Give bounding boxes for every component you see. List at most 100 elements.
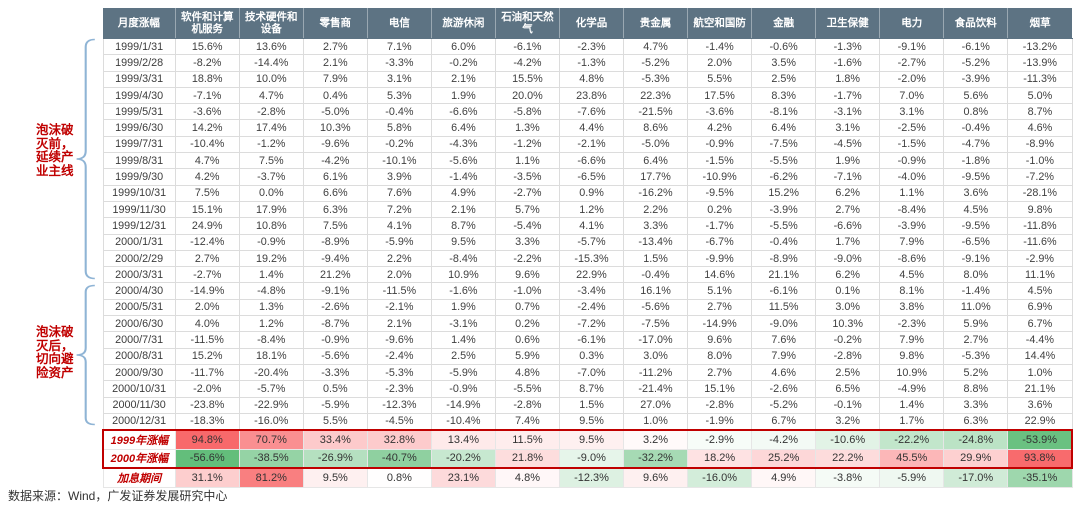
date-cell: 1999/4/30: [102, 86, 176, 105]
value-cell: 0.4%: [302, 86, 368, 105]
value-cell: 94.8%: [174, 429, 240, 450]
table-row: 2000/8/31 15.2% 18.1% -5.6% -2.4% 2.5% 5.9% 0.3…: [102, 347, 1073, 365]
column-header: 电信: [367, 8, 432, 39]
value-cell: 1.4%: [879, 396, 945, 414]
value-cell: 10.9%: [879, 363, 945, 382]
value-cell: 5.8%: [366, 119, 432, 137]
value-cell: -0.9%: [687, 135, 753, 154]
summary-label-cell: 1999年涨幅: [102, 429, 176, 450]
value-cell: -9.0%: [751, 315, 817, 333]
value-cell: 8.0%: [687, 347, 753, 365]
value-cell: -14.9%: [174, 282, 240, 300]
value-cell: 4.7%: [623, 37, 689, 56]
value-cell: -12.3%: [366, 396, 432, 414]
value-cell: -4.2%: [494, 54, 560, 72]
value-cell: -8.9%: [751, 249, 817, 268]
value-cell: -9.0%: [815, 249, 881, 268]
value-cell: -8.2%: [174, 54, 240, 72]
value-cell: -9.5%: [943, 168, 1009, 186]
value-cell: 18.8%: [174, 70, 240, 88]
value-cell: -3.9%: [879, 217, 945, 235]
value-cell: 15.2%: [751, 184, 817, 202]
value-cell: 5.6%: [943, 86, 1009, 105]
value-cell: 17.5%: [687, 86, 753, 105]
value-cell: -6.1%: [751, 282, 817, 300]
value-cell: 6.1%: [302, 168, 368, 186]
value-cell: 13.4%: [430, 429, 496, 450]
value-cell: 10.3%: [302, 119, 368, 137]
value-cell: -10.1%: [366, 152, 432, 170]
value-cell: 21.2%: [302, 266, 368, 284]
value-cell: 32.8%: [366, 429, 432, 450]
value-cell: 2.5%: [815, 363, 881, 382]
value-cell: -6.1%: [494, 37, 560, 56]
value-cell: 3.9%: [366, 168, 432, 186]
value-cell: -0.2%: [430, 54, 496, 72]
column-header: 软件和计算机服务: [175, 8, 240, 39]
value-cell: 6.4%: [751, 119, 817, 137]
date-cell: 2000/1/31: [102, 233, 176, 251]
column-header: 技术硬件和设备: [239, 8, 304, 39]
value-cell: -21.5%: [623, 103, 689, 121]
value-cell: 21.1%: [1007, 380, 1073, 398]
value-cell: 14.4%: [1007, 347, 1073, 365]
value-cell: -5.9%: [366, 233, 432, 251]
value-cell: -11.7%: [174, 363, 240, 382]
value-cell: 15.2%: [174, 347, 240, 365]
value-cell: 31.1%: [174, 467, 240, 488]
value-cell: 1.3%: [494, 119, 560, 137]
value-cell: 0.2%: [687, 200, 753, 219]
value-cell: -12.3%: [558, 467, 625, 488]
value-cell: 7.6%: [751, 331, 817, 349]
table-row: 1999/3/31 18.8% 10.0% 7.9% 3.1% 2.1% 15.5% 4.8%…: [102, 70, 1073, 88]
value-cell: 45.5%: [879, 448, 945, 469]
value-cell: 9.5%: [302, 467, 368, 488]
value-cell: -26.9%: [302, 448, 368, 469]
value-cell: 6.6%: [302, 184, 368, 202]
column-header: 电力: [879, 8, 945, 39]
value-cell: -3.7%: [238, 168, 304, 186]
date-cell: 2000/11/30: [102, 396, 176, 414]
value-cell: 5.2%: [943, 363, 1009, 382]
value-cell: -2.3%: [879, 315, 945, 333]
value-cell: 3.1%: [879, 103, 945, 121]
value-cell: 15.5%: [494, 70, 560, 88]
date-cell: 2000/3/31: [102, 266, 176, 284]
value-cell: -0.4%: [623, 266, 689, 284]
value-cell: 24.9%: [174, 217, 240, 235]
value-cell: -7.6%: [558, 103, 625, 121]
value-cell: -1.5%: [879, 135, 945, 154]
date-cell: 1999/3/31: [102, 70, 176, 88]
value-cell: 1.0%: [623, 412, 689, 431]
value-cell: -9.5%: [687, 184, 753, 202]
value-cell: 7.5%: [238, 152, 304, 170]
value-cell: -1.6%: [430, 282, 496, 300]
value-cell: -9.5%: [943, 217, 1009, 235]
value-cell: 3.8%: [879, 298, 945, 317]
value-cell: 0.8%: [366, 467, 432, 488]
value-cell: -1.3%: [558, 54, 625, 72]
value-cell: -10.9%: [687, 168, 753, 186]
value-cell: 8.3%: [751, 86, 817, 105]
value-cell: -1.7%: [815, 86, 881, 105]
date-cell: 1999/2/28: [102, 54, 176, 72]
value-cell: -3.8%: [815, 467, 881, 488]
value-cell: 2.7%: [687, 363, 753, 382]
value-cell: 22.2%: [815, 448, 881, 469]
table-row: 1999/2/28 -8.2% -14.4% 2.1% -3.3% -0.2% -4.2% -…: [102, 54, 1073, 72]
value-cell: -5.0%: [623, 135, 689, 154]
value-cell: -6.5%: [943, 233, 1009, 251]
value-cell: -2.4%: [558, 298, 625, 317]
value-cell: -8.7%: [302, 315, 368, 333]
value-cell: 16.1%: [623, 282, 689, 300]
value-cell: 3.0%: [815, 298, 881, 317]
value-cell: -3.3%: [302, 363, 368, 382]
date-cell: 1999/11/30: [102, 200, 176, 219]
value-cell: -7.5%: [623, 315, 689, 333]
value-cell: -35.1%: [1007, 467, 1073, 488]
value-cell: 93.8%: [1007, 448, 1073, 469]
value-cell: -9.1%: [943, 249, 1009, 268]
value-cell: 1.9%: [430, 298, 496, 317]
value-cell: -56.6%: [174, 448, 240, 469]
column-header: 零售商: [303, 8, 368, 39]
